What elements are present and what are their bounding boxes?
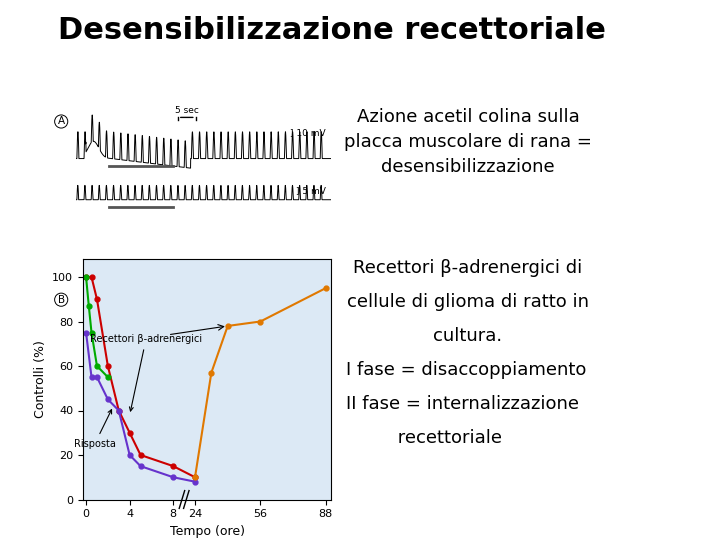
Text: recettoriale: recettoriale [346,429,502,447]
Text: Recettori β-adrenergici: Recettori β-adrenergici [90,334,202,411]
Text: B: B [58,295,65,305]
Text: ] 10 mV: ] 10 mV [290,128,326,137]
Text: 5 sec: 5 sec [175,105,199,114]
Text: A: A [58,117,65,126]
Text: cultura.: cultura. [433,327,503,345]
Text: cellule di glioma di ratto in: cellule di glioma di ratto in [347,293,589,311]
Text: Desensibilizzazione recettoriale: Desensibilizzazione recettoriale [58,16,606,45]
Text: II fase = internalizzazione: II fase = internalizzazione [346,395,579,413]
Y-axis label: Controlli (%): Controlli (%) [34,340,47,418]
Text: Recettori β-adrenergici di: Recettori β-adrenergici di [354,259,582,277]
Text: ] 5 mV: ] 5 mV [296,186,326,194]
Text: I fase = disaccoppiamento: I fase = disaccoppiamento [346,361,586,379]
Text: Azione acetil colina sulla
placca muscolare di rana =
desensibilizzazione: Azione acetil colina sulla placca muscol… [344,108,592,176]
X-axis label: Tempo (ore): Tempo (ore) [169,525,245,538]
Text: Risposta: Risposta [74,410,116,449]
